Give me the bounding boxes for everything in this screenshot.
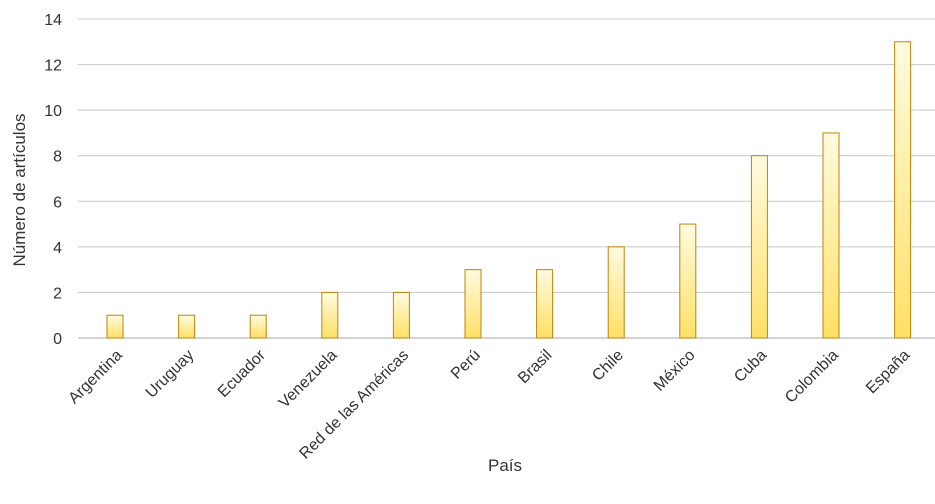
bar-red-de-las-américas bbox=[392, 291, 410, 339]
bars bbox=[106, 41, 912, 339]
bar-méxico bbox=[679, 223, 697, 339]
y-tick-label: 6 bbox=[53, 194, 62, 211]
bar-brasil bbox=[536, 269, 554, 339]
x-category-label: España bbox=[863, 347, 913, 397]
y-axis-title: Número de artículos bbox=[10, 113, 29, 266]
x-category-label: Ecuador bbox=[215, 346, 270, 401]
bar-uruguay bbox=[178, 314, 196, 339]
x-category-label: Chile bbox=[589, 347, 627, 385]
x-category-label: Brasil bbox=[515, 347, 555, 387]
bar-argentina bbox=[106, 314, 124, 339]
gridlines bbox=[78, 18, 935, 339]
bar-ecuador bbox=[249, 314, 267, 339]
bar-cuba bbox=[750, 155, 768, 339]
y-tick-label: 14 bbox=[44, 12, 62, 29]
bar-venezuela bbox=[321, 291, 339, 339]
y-tick-label: 4 bbox=[53, 240, 62, 257]
y-tick-label: 8 bbox=[53, 149, 62, 166]
bar-españa bbox=[894, 41, 912, 339]
bar-chile bbox=[607, 246, 625, 339]
x-category-label: Uruguay bbox=[143, 347, 198, 402]
bar-colombia bbox=[822, 132, 840, 339]
y-tick-label: 2 bbox=[53, 285, 62, 302]
x-category-label: Perú bbox=[448, 347, 484, 383]
x-category-label: Colombia bbox=[782, 347, 842, 407]
x-category-label: Argentina bbox=[65, 347, 126, 408]
bar-perú bbox=[464, 269, 482, 339]
x-axis-title: País bbox=[488, 456, 522, 475]
x-category-label: México bbox=[651, 347, 699, 395]
y-tick-label: 12 bbox=[44, 58, 62, 75]
x-category-label: Cuba bbox=[731, 347, 770, 386]
y-tick-label: 10 bbox=[44, 103, 62, 120]
y-tick-label: 0 bbox=[53, 331, 62, 348]
x-category-label: Venezuela bbox=[276, 347, 341, 412]
y-axis-ticks: 0 2 4 6 8 10 12 14 bbox=[44, 12, 62, 348]
